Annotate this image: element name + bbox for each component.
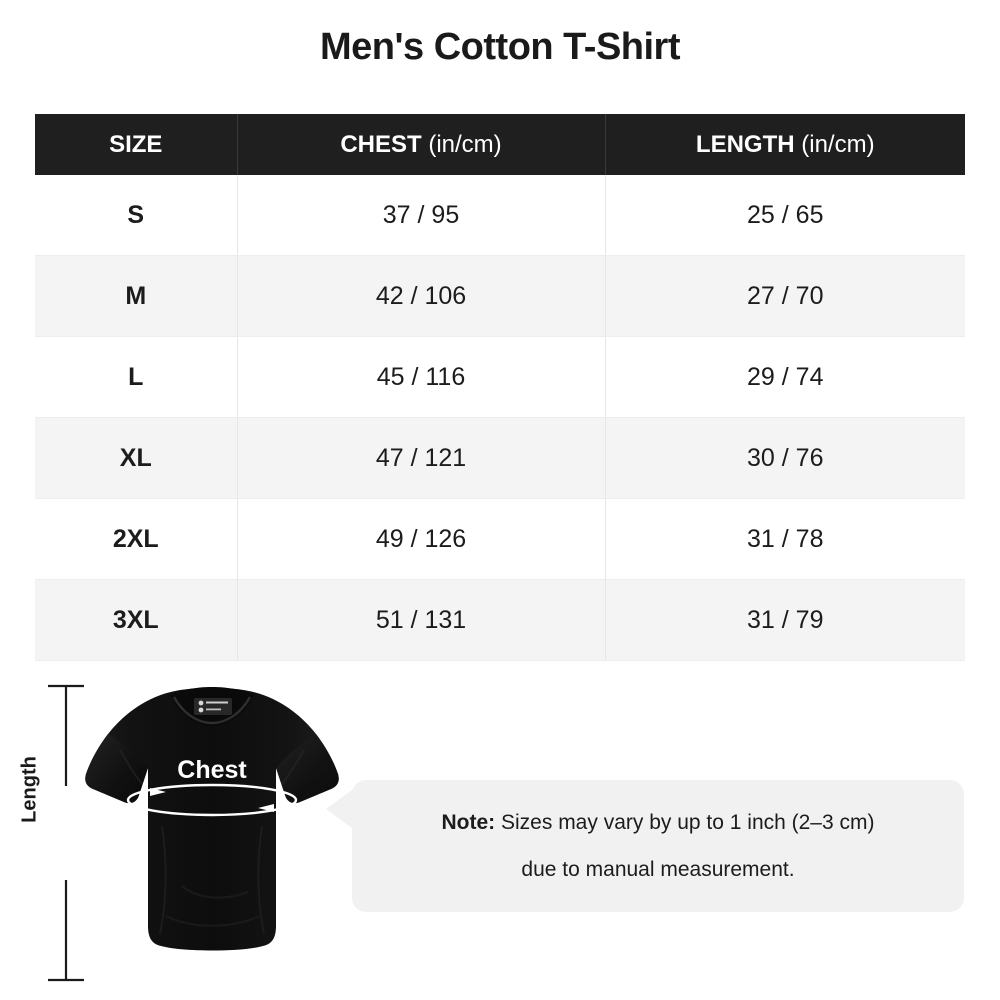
column-header-length-main: LENGTH (695, 130, 795, 158)
cell-size: 3XL (35, 579, 238, 661)
tshirt-illustration: Chest (85, 687, 339, 951)
cell-size: L (35, 336, 238, 418)
cell-chest: 42 / 106 (237, 255, 606, 337)
cell-size: M (35, 255, 238, 337)
cell-chest: 47 / 121 (237, 417, 606, 499)
table-header: SIZE CHEST (in/cm) LENGTH (in/cm) (35, 114, 965, 175)
table-row: 3XL 51 / 131 31 / 79 (35, 579, 965, 661)
column-header-length: LENGTH (in/cm) (605, 114, 965, 175)
cell-size: 2XL (35, 498, 238, 580)
note-callout (352, 780, 964, 912)
note-line-1-text: Sizes may vary by up to 1 inch (2–3 cm) (495, 811, 875, 834)
table-row: 2XL 49 / 126 31 / 78 (35, 498, 965, 580)
table-body: S 37 / 95 25 / 65 M 42 / 106 27 / 70 L 4… (35, 175, 965, 661)
note-text: Note: Sizes may vary by up to 1 inch (2–… (382, 780, 934, 912)
length-label: Length (18, 756, 41, 823)
cell-chest: 51 / 131 (237, 579, 606, 661)
callout-tail-icon (326, 787, 356, 831)
cell-size: S (35, 175, 238, 256)
measurement-illustration: Length (0, 662, 1000, 1000)
table-row: S 37 / 95 25 / 65 (35, 175, 965, 256)
column-header-length-unit: (in/cm) (794, 130, 875, 158)
table-header-row: SIZE CHEST (in/cm) LENGTH (in/cm) (35, 114, 965, 175)
table-row: L 45 / 116 29 / 74 (35, 336, 965, 418)
note-lead: Note: (441, 811, 496, 834)
note-line-2: due to manual measurement. (521, 858, 795, 881)
cell-length: 30 / 76 (605, 417, 965, 499)
column-header-size: SIZE (35, 114, 238, 175)
cell-length: 31 / 78 (605, 498, 965, 580)
cell-length: 27 / 70 (605, 255, 965, 337)
cell-length: 29 / 74 (605, 336, 965, 418)
column-header-chest: CHEST (in/cm) (237, 114, 606, 175)
cell-chest: 45 / 116 (237, 336, 606, 418)
table-row: M 42 / 106 27 / 70 (35, 255, 965, 337)
cell-length: 31 / 79 (605, 579, 965, 661)
chest-label: Chest (177, 756, 247, 784)
table-row: XL 47 / 121 30 / 76 (35, 417, 965, 499)
cell-chest: 49 / 126 (237, 498, 606, 580)
neck-tag-icon (194, 698, 232, 715)
size-chart-table: SIZE CHEST (in/cm) LENGTH (in/cm) S 37 /… (35, 114, 965, 661)
cell-chest: 37 / 95 (237, 175, 606, 256)
page-title: Men's Cotton T-Shirt (320, 26, 681, 68)
note-line-1: Note: Sizes may vary by up to 1 inch (2–… (442, 799, 875, 846)
cell-length: 25 / 65 (605, 175, 965, 256)
column-header-size-main: SIZE (109, 130, 163, 158)
cell-size: XL (35, 417, 238, 499)
length-gauge-icon (48, 684, 84, 982)
column-header-chest-main: CHEST (340, 130, 422, 158)
column-header-chest-unit: (in/cm) (421, 130, 502, 158)
